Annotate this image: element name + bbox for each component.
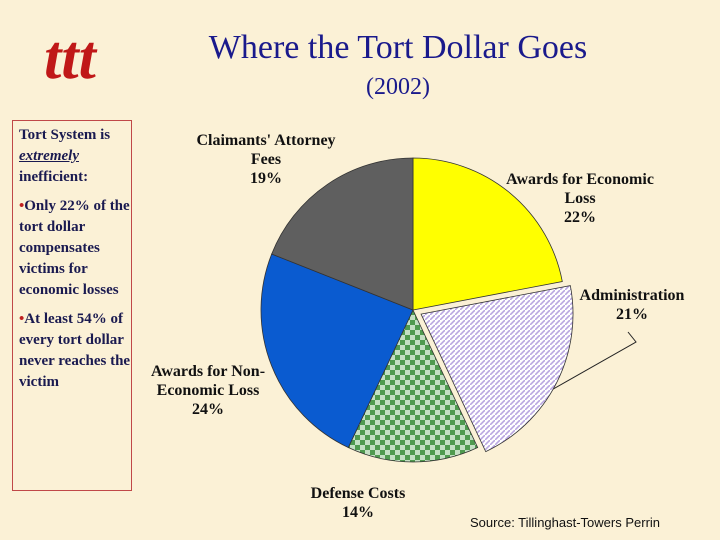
slice-label: Defense Costs (310, 485, 406, 502)
bullet: At least 54% of every tort dollar never … (19, 309, 131, 393)
slice-value: 22% (564, 209, 596, 226)
slice-label: Administration (579, 287, 685, 304)
pie-slice (271, 157, 414, 311)
chart-subtitle: (2002) (366, 74, 430, 100)
chart-title: Where the Tort Dollar Goes (209, 29, 587, 66)
intro: inefficient: (19, 169, 89, 185)
slice-value: 21% (616, 306, 648, 323)
intro-emphasis: extremely (19, 148, 79, 164)
pie-slice (260, 253, 414, 449)
slice-label: Awards for Non-Economic Loss (150, 363, 266, 399)
pie-slice (347, 309, 479, 463)
slice-value: 19% (250, 170, 282, 187)
slice-label: Claimants' Attorney Fees (196, 132, 336, 168)
intro: Tort System is (19, 127, 111, 143)
bullet: Only 22% of the tort dollar compensates … (19, 196, 131, 301)
leader-line (547, 331, 637, 393)
slice-label: Awards for Economic Loss (506, 171, 654, 207)
pie-slice (412, 157, 563, 311)
source: Source: Tillinghast-Towers Perrin (470, 515, 660, 530)
slice-value: 24% (192, 401, 224, 418)
slice-value: 14% (342, 504, 374, 521)
sidebar: Tort System is extremely inefficient: On… (12, 120, 132, 491)
pie-slice (420, 285, 574, 453)
logo: ttt (44, 24, 97, 92)
